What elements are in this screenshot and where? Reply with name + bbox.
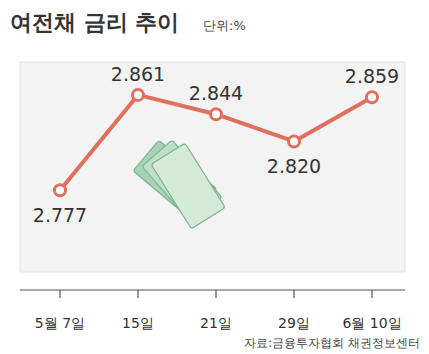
x-tick <box>293 290 294 298</box>
x-tick-label: 29일 <box>278 315 310 331</box>
title: 여전채 금리 추이 <box>10 10 179 35</box>
x-axis <box>20 289 405 290</box>
x-tick-label: 15일 <box>122 315 154 331</box>
point <box>289 136 300 147</box>
data-label: 2.861 <box>111 63 165 85</box>
subtitle: 단위:% <box>203 18 246 33</box>
series <box>55 89 378 195</box>
x-tick-label: 6월 10일 <box>342 315 401 331</box>
data-label: 2.820 <box>267 155 321 177</box>
plot-area <box>20 62 405 272</box>
bill <box>151 143 225 229</box>
x-tick <box>59 290 60 298</box>
x-tick-label: 21일 <box>200 315 232 331</box>
x-tick-label: 5월 7일 <box>35 315 85 331</box>
data-label: 2.859 <box>345 65 399 87</box>
point <box>55 185 66 196</box>
point <box>133 89 144 100</box>
money-icon <box>133 140 225 229</box>
x-tick <box>137 290 138 298</box>
x-tick <box>371 290 372 298</box>
source: 자료:금융투자협회 채권정보센터 <box>244 336 420 350</box>
data-label: 2.777 <box>33 204 87 226</box>
point <box>367 92 378 103</box>
chart: 여전채 금리 추이 단위:% 5월 7일 15일 21일 29일 6월 10일 2.777 2.… <box>0 0 429 354</box>
x-tick <box>215 290 216 298</box>
line <box>60 95 372 190</box>
point <box>211 109 222 120</box>
data-label: 2.844 <box>189 82 243 104</box>
